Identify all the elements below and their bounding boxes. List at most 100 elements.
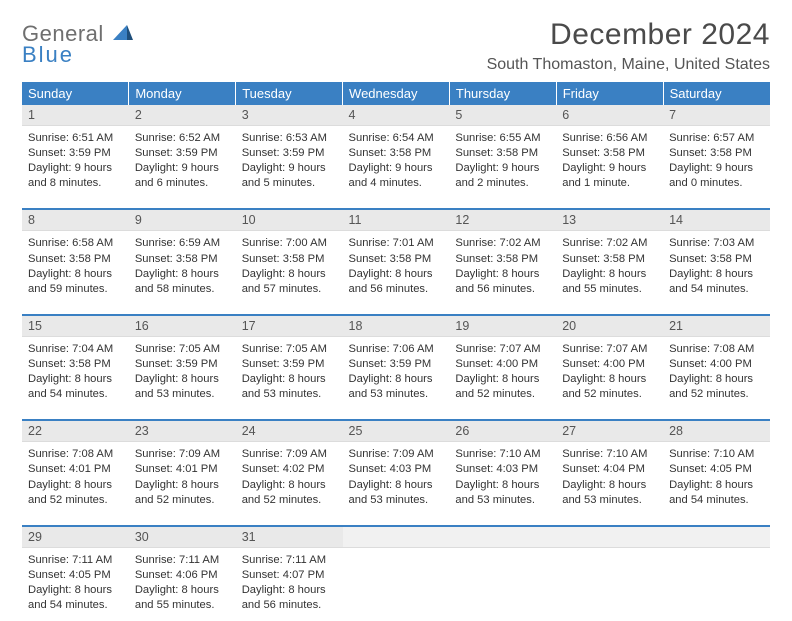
day-body: Sunrise: 6:57 AMSunset: 3:58 PMDaylight:… xyxy=(663,126,770,199)
calendar-day: 22Sunrise: 7:08 AMSunset: 4:01 PMDayligh… xyxy=(22,420,129,515)
calendar-body: 1Sunrise: 6:51 AMSunset: 3:59 PMDaylight… xyxy=(22,105,770,621)
sunrise-text: Sunrise: 7:01 AM xyxy=(349,236,444,251)
calendar-day: 27Sunrise: 7:10 AMSunset: 4:04 PMDayligh… xyxy=(556,420,663,515)
day-number xyxy=(663,527,770,548)
sunrise-text: Sunrise: 7:05 AM xyxy=(135,342,230,357)
day-body: Sunrise: 7:04 AMSunset: 3:58 PMDaylight:… xyxy=(22,337,129,410)
day-body xyxy=(556,548,663,612)
sunrise-text: Sunrise: 6:54 AM xyxy=(349,131,444,146)
day-number: 7 xyxy=(663,105,770,126)
day-number: 17 xyxy=(236,316,343,337)
sunset-text: Sunset: 4:03 PM xyxy=(455,462,550,477)
sunset-text: Sunset: 3:58 PM xyxy=(562,252,657,267)
day-body: Sunrise: 6:56 AMSunset: 3:58 PMDaylight:… xyxy=(556,126,663,199)
daylight-text: Daylight: 9 hours and 5 minutes. xyxy=(242,161,337,191)
calendar-day: 23Sunrise: 7:09 AMSunset: 4:01 PMDayligh… xyxy=(129,420,236,515)
month-title: December 2024 xyxy=(487,18,770,52)
weekday-header: Monday xyxy=(129,82,236,105)
day-body: Sunrise: 7:09 AMSunset: 4:01 PMDaylight:… xyxy=(129,442,236,515)
sunset-text: Sunset: 3:58 PM xyxy=(349,252,444,267)
calendar-week: 15Sunrise: 7:04 AMSunset: 3:58 PMDayligh… xyxy=(22,315,770,410)
sunset-text: Sunset: 3:58 PM xyxy=(669,252,764,267)
sunrise-text: Sunrise: 7:07 AM xyxy=(562,342,657,357)
sunset-text: Sunset: 3:58 PM xyxy=(349,146,444,161)
sunrise-text: Sunrise: 7:10 AM xyxy=(562,447,657,462)
daylight-text: Daylight: 9 hours and 4 minutes. xyxy=(349,161,444,191)
calendar-day: 20Sunrise: 7:07 AMSunset: 4:00 PMDayligh… xyxy=(556,315,663,410)
sunrise-text: Sunrise: 7:09 AM xyxy=(135,447,230,462)
daylight-text: Daylight: 8 hours and 55 minutes. xyxy=(135,583,230,613)
daylight-text: Daylight: 8 hours and 53 minutes. xyxy=(135,372,230,402)
weekday-header: Sunday xyxy=(22,82,129,105)
day-number: 2 xyxy=(129,105,236,126)
sunset-text: Sunset: 4:01 PM xyxy=(28,462,123,477)
calendar-day: 21Sunrise: 7:08 AMSunset: 4:00 PMDayligh… xyxy=(663,315,770,410)
sunset-text: Sunset: 3:58 PM xyxy=(455,252,550,267)
day-number: 28 xyxy=(663,421,770,442)
day-body: Sunrise: 7:08 AMSunset: 4:00 PMDaylight:… xyxy=(663,337,770,410)
calendar-day: 16Sunrise: 7:05 AMSunset: 3:59 PMDayligh… xyxy=(129,315,236,410)
day-body: Sunrise: 7:10 AMSunset: 4:03 PMDaylight:… xyxy=(449,442,556,515)
day-number: 16 xyxy=(129,316,236,337)
day-body: Sunrise: 7:01 AMSunset: 3:58 PMDaylight:… xyxy=(343,231,450,304)
sunset-text: Sunset: 4:00 PM xyxy=(669,357,764,372)
sunrise-text: Sunrise: 6:58 AM xyxy=(28,236,123,251)
calendar-day: 1Sunrise: 6:51 AMSunset: 3:59 PMDaylight… xyxy=(22,105,129,199)
sunrise-text: Sunrise: 6:55 AM xyxy=(455,131,550,146)
calendar-day: 18Sunrise: 7:06 AMSunset: 3:59 PMDayligh… xyxy=(343,315,450,410)
daylight-text: Daylight: 8 hours and 52 minutes. xyxy=(562,372,657,402)
week-separator xyxy=(22,199,770,209)
day-number: 10 xyxy=(236,210,343,231)
daylight-text: Daylight: 8 hours and 56 minutes. xyxy=(242,583,337,613)
daylight-text: Daylight: 8 hours and 56 minutes. xyxy=(349,267,444,297)
sunrise-text: Sunrise: 7:11 AM xyxy=(28,553,123,568)
sunrise-text: Sunrise: 7:08 AM xyxy=(28,447,123,462)
day-number: 1 xyxy=(22,105,129,126)
day-number: 29 xyxy=(22,527,129,548)
sunset-text: Sunset: 3:59 PM xyxy=(242,146,337,161)
daylight-text: Daylight: 8 hours and 52 minutes. xyxy=(669,372,764,402)
day-body: Sunrise: 7:07 AMSunset: 4:00 PMDaylight:… xyxy=(556,337,663,410)
sunrise-text: Sunrise: 7:02 AM xyxy=(562,236,657,251)
sunrise-text: Sunrise: 7:09 AM xyxy=(349,447,444,462)
day-number: 3 xyxy=(236,105,343,126)
location-text: South Thomaston, Maine, United States xyxy=(487,56,770,74)
sunset-text: Sunset: 3:58 PM xyxy=(242,252,337,267)
sunrise-text: Sunrise: 6:52 AM xyxy=(135,131,230,146)
calendar-day: 30Sunrise: 7:11 AMSunset: 4:06 PMDayligh… xyxy=(129,526,236,621)
sunrise-text: Sunrise: 6:59 AM xyxy=(135,236,230,251)
sunrise-text: Sunrise: 7:10 AM xyxy=(669,447,764,462)
day-number: 5 xyxy=(449,105,556,126)
day-number: 30 xyxy=(129,527,236,548)
day-body xyxy=(343,548,450,612)
calendar-day: 3Sunrise: 6:53 AMSunset: 3:59 PMDaylight… xyxy=(236,105,343,199)
daylight-text: Daylight: 9 hours and 2 minutes. xyxy=(455,161,550,191)
daylight-text: Daylight: 8 hours and 59 minutes. xyxy=(28,267,123,297)
sunrise-text: Sunrise: 7:08 AM xyxy=(669,342,764,357)
daylight-text: Daylight: 8 hours and 57 minutes. xyxy=(242,267,337,297)
daylight-text: Daylight: 9 hours and 8 minutes. xyxy=(28,161,123,191)
header: General Blue December 2024 South Thomast… xyxy=(22,18,770,74)
day-number: 13 xyxy=(556,210,663,231)
sunset-text: Sunset: 4:07 PM xyxy=(242,568,337,583)
calendar-day: 8Sunrise: 6:58 AMSunset: 3:58 PMDaylight… xyxy=(22,209,129,304)
daylight-text: Daylight: 8 hours and 52 minutes. xyxy=(28,478,123,508)
daylight-text: Daylight: 8 hours and 53 minutes. xyxy=(349,478,444,508)
calendar-week: 29Sunrise: 7:11 AMSunset: 4:05 PMDayligh… xyxy=(22,526,770,621)
day-body: Sunrise: 7:03 AMSunset: 3:58 PMDaylight:… xyxy=(663,231,770,304)
sunset-text: Sunset: 3:58 PM xyxy=(455,146,550,161)
day-number: 6 xyxy=(556,105,663,126)
weekday-header: Tuesday xyxy=(236,82,343,105)
calendar-head: SundayMondayTuesdayWednesdayThursdayFrid… xyxy=(22,82,770,105)
calendar-day: 17Sunrise: 7:05 AMSunset: 3:59 PMDayligh… xyxy=(236,315,343,410)
day-body: Sunrise: 6:51 AMSunset: 3:59 PMDaylight:… xyxy=(22,126,129,199)
day-number xyxy=(556,527,663,548)
sunrise-text: Sunrise: 7:11 AM xyxy=(135,553,230,568)
daylight-text: Daylight: 8 hours and 53 minutes. xyxy=(562,478,657,508)
sunrise-text: Sunrise: 7:03 AM xyxy=(669,236,764,251)
daylight-text: Daylight: 9 hours and 1 minute. xyxy=(562,161,657,191)
sunrise-text: Sunrise: 6:57 AM xyxy=(669,131,764,146)
day-body: Sunrise: 7:11 AMSunset: 4:07 PMDaylight:… xyxy=(236,548,343,621)
daylight-text: Daylight: 8 hours and 52 minutes. xyxy=(242,478,337,508)
sunset-text: Sunset: 3:59 PM xyxy=(349,357,444,372)
